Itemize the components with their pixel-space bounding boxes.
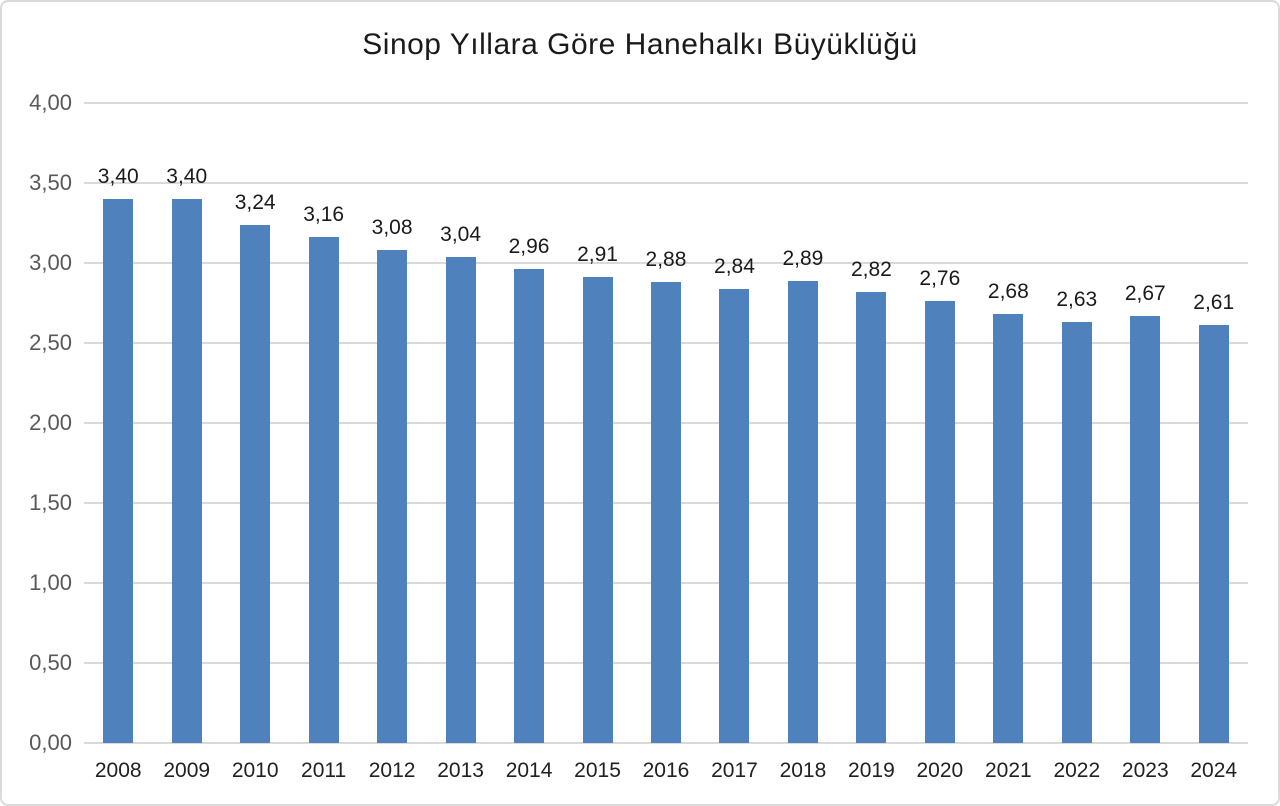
y-tick-3,50: 3,50 (29, 170, 72, 195)
x-tick-2008: 2008 (94, 759, 142, 782)
y-tick-2,50: 2,50 (29, 330, 72, 355)
gridline-3,00 (84, 262, 1248, 264)
gridline-4,00 (84, 102, 1248, 104)
bar-slot-2024: 2,61 (1180, 103, 1248, 743)
gridline-0,00 (84, 742, 1248, 744)
x-tick-2022: 2022 (1053, 759, 1101, 782)
bar-value-label-2008: 3,40 (97, 165, 139, 188)
y-tick-1,00: 1,00 (29, 570, 72, 595)
bar-2020 (924, 301, 955, 743)
chart-title: Sinop Yıllara Göre Hanehalkı Büyüklüğü (362, 28, 918, 61)
bar-value-label-2020: 2,76 (919, 267, 961, 291)
x-tick-2019: 2019 (848, 759, 895, 782)
bar-slot-2019: 2,82 (837, 103, 905, 743)
bar-value-label-2022: 2,63 (1056, 288, 1098, 312)
x-tick-2020: 2020 (916, 759, 964, 782)
x-tick-2014: 2014 (505, 759, 553, 782)
bar-slot-2010: 3,24 (221, 103, 289, 743)
y-tick-0,00: 0,00 (29, 730, 72, 755)
y-tick-1,50: 1,50 (29, 490, 72, 515)
x-tick-2023: 2023 (1121, 759, 1169, 782)
bar-2024 (1198, 325, 1229, 743)
x-tick-2018: 2018 (779, 759, 827, 782)
y-tick-4,00: 4,00 (29, 90, 72, 115)
plot-area: 3,40 3,40 3,24 3,16 3,08 3,04 2,96 2,91 2,88 2,84… (84, 102, 1248, 744)
bar-slot-2012: 3,08 (358, 103, 426, 743)
x-tick-2024: 2024 (1190, 759, 1238, 782)
x-tick-2009: 2009 (163, 759, 211, 782)
bar-2008 (103, 199, 134, 743)
bar-2012 (377, 250, 408, 743)
bar-value-label-2014: 2,96 (508, 235, 550, 259)
bar-slot-2017: 2,84 (700, 103, 768, 743)
bar-2019 (856, 291, 887, 743)
bar-value-label-2024: 2,61 (1193, 291, 1235, 315)
bar-2022 (1061, 322, 1092, 743)
bar-2010 (240, 224, 271, 743)
bar-2013 (445, 256, 476, 743)
bar-value-label-2023: 2,67 (1124, 281, 1166, 305)
x-tick-2021: 2021 (984, 759, 1032, 782)
bar-value-label-2019: 2,82 (850, 257, 892, 281)
bar-slot-2022: 2,63 (1043, 103, 1111, 743)
bar-slot-2020: 2,76 (906, 103, 974, 743)
bar-slot-2008: 3,40 (84, 103, 152, 743)
bar-2014 (514, 269, 545, 743)
bar-slot-2023: 2,67 (1111, 103, 1179, 743)
bar-2018 (787, 280, 818, 743)
bar-value-label-2012: 3,08 (371, 216, 413, 240)
bar-2021 (993, 314, 1024, 743)
bar-series: 3,40 3,40 3,24 3,16 3,08 3,04 2,96 2,91 2,88 2,84… (84, 103, 1248, 743)
x-tick-2011: 2011 (301, 759, 347, 782)
x-tick-2010: 2010 (231, 759, 279, 782)
bar-2009 (171, 199, 202, 743)
bar-value-label-2011: 3,16 (303, 203, 345, 227)
x-axis: 2008 2009 2010 2011 2012 2013 2014 2015 2016 2017… (84, 759, 1248, 783)
bar-slot-2014: 2,96 (495, 103, 563, 743)
bar-slot-2009: 3,40 (152, 103, 220, 743)
bar-value-label-2010: 3,24 (234, 190, 276, 214)
bar-slot-2021: 2,68 (974, 103, 1042, 743)
x-tick-2017: 2017 (711, 759, 758, 782)
x-tick-2013: 2013 (437, 759, 484, 782)
bar-value-label-2016: 2,88 (645, 248, 687, 272)
y-tick-2,00: 2,00 (29, 410, 72, 435)
y-tick-0,50: 0,50 (29, 650, 72, 675)
bar-slot-2015: 2,91 (563, 103, 631, 743)
bar-slot-2011: 3,16 (289, 103, 357, 743)
bar-slot-2018: 2,89 (769, 103, 837, 743)
gridline-3,50 (84, 182, 1248, 184)
y-tick-3,00: 3,00 (29, 250, 72, 275)
bar-value-label-2017: 2,84 (714, 254, 755, 278)
bar-2011 (308, 237, 339, 743)
bar-2023 (1130, 315, 1161, 743)
bar-slot-2013: 3,04 (426, 103, 494, 743)
bar-value-label-2021: 2,68 (987, 280, 1029, 304)
bar-value-label-2018: 2,89 (782, 246, 824, 270)
bar-value-label-2009: 3,40 (166, 165, 208, 188)
x-tick-2012: 2012 (368, 759, 416, 782)
bar-value-label-2013: 3,04 (440, 222, 482, 246)
bar-value-label-2015: 2,91 (577, 243, 618, 267)
bar-2016 (650, 282, 681, 743)
x-tick-2015: 2015 (574, 759, 621, 782)
bar-2015 (582, 277, 613, 743)
bar-2017 (719, 288, 750, 743)
x-tick-2016: 2016 (642, 759, 690, 782)
bar-slot-2016: 2,88 (632, 103, 700, 743)
